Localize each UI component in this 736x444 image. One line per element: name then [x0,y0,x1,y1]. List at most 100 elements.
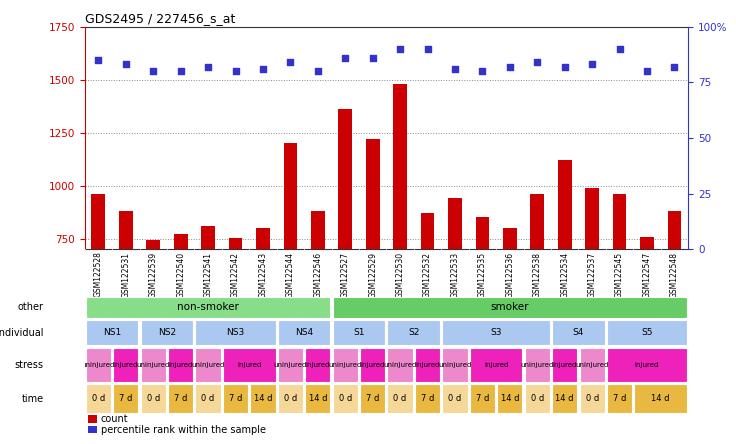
Text: 0 d: 0 d [146,394,160,403]
Bar [146,240,160,249]
Text: stress: stress [15,360,43,370]
Text: injured: injured [484,362,509,368]
Point [641,67,653,75]
Bar [277,385,303,412]
Text: S2: S2 [408,328,420,337]
Text: GSM122536: GSM122536 [506,252,514,298]
Text: GSM122548: GSM122548 [670,252,679,297]
Text: injured: injured [305,362,330,368]
Bar [525,385,550,412]
Bar [607,348,687,382]
Point [449,65,461,72]
Bar [475,218,489,249]
Bar [277,348,303,382]
Point [147,67,159,75]
Text: GSM122540: GSM122540 [176,252,185,298]
Point [257,65,269,72]
Bar [277,320,330,345]
Bar [552,320,605,345]
Point [587,61,598,68]
Bar [585,188,599,249]
Bar [415,385,440,412]
Bar [168,348,194,382]
Text: 7 d: 7 d [613,394,626,403]
Text: time: time [21,393,43,404]
Text: GSM122547: GSM122547 [643,252,651,298]
Point [394,45,406,52]
Bar [201,226,215,249]
Bar [415,348,440,382]
Bar [579,348,605,382]
Text: smoker: smoker [491,302,529,313]
Text: NS1: NS1 [103,328,121,337]
Point [367,54,378,61]
Bar [579,385,605,412]
Text: 0 d: 0 d [448,394,461,403]
Text: GSM122539: GSM122539 [149,252,158,298]
Bar [442,385,467,412]
Text: GSM122542: GSM122542 [231,252,240,297]
Text: 0 d: 0 d [202,394,215,403]
Bar [113,385,138,412]
Bar [141,348,166,382]
Bar [470,385,495,412]
Text: 7 d: 7 d [119,394,132,403]
Point [614,45,626,52]
Point [476,67,488,75]
Bar [85,348,111,382]
Bar [552,348,577,382]
Bar [498,385,523,412]
Text: GSM122527: GSM122527 [341,252,350,297]
Bar [196,320,275,345]
Text: GSM122545: GSM122545 [615,252,624,298]
Text: 0 d: 0 d [394,394,407,403]
Bar [613,194,626,249]
Point [174,67,186,75]
Text: other: other [18,302,43,313]
Text: S3: S3 [490,328,502,337]
Bar [558,160,572,249]
Text: injured: injured [635,362,659,368]
Point [230,67,241,75]
Text: GSM122532: GSM122532 [423,252,432,297]
Text: uninjured: uninjured [576,362,609,368]
Text: injured: injured [553,362,577,368]
Text: 7 d: 7 d [366,394,379,403]
Text: uninjured: uninjured [383,362,417,368]
Bar [223,348,275,382]
Bar [421,213,434,249]
Bar [339,109,352,249]
Text: count: count [101,414,129,424]
Bar [668,211,682,249]
Text: uninjured: uninjured [137,362,170,368]
Bar [88,416,97,423]
Point [559,63,570,70]
Bar [283,143,297,249]
Bar [607,320,687,345]
Bar [85,297,330,318]
Text: 14 d: 14 d [500,394,519,403]
Bar [634,385,687,412]
Text: GSM122530: GSM122530 [396,252,405,298]
Text: S1: S1 [353,328,365,337]
Bar [305,348,330,382]
Text: injured: injured [169,362,193,368]
Bar [387,320,440,345]
Bar [640,237,654,249]
Text: uninjured: uninjured [328,362,362,368]
Point [285,59,297,66]
Bar [442,348,467,382]
Text: 0 d: 0 d [92,394,105,403]
Bar [387,385,413,412]
Bar [387,348,413,382]
Text: 14 d: 14 d [254,394,272,403]
Bar [88,426,97,433]
Point [339,54,351,61]
Point [422,45,434,52]
Bar [196,385,221,412]
Text: GSM122543: GSM122543 [258,252,267,298]
Point [202,63,214,70]
Text: GSM122538: GSM122538 [533,252,542,297]
Text: 7 d: 7 d [475,394,489,403]
Point [504,63,516,70]
